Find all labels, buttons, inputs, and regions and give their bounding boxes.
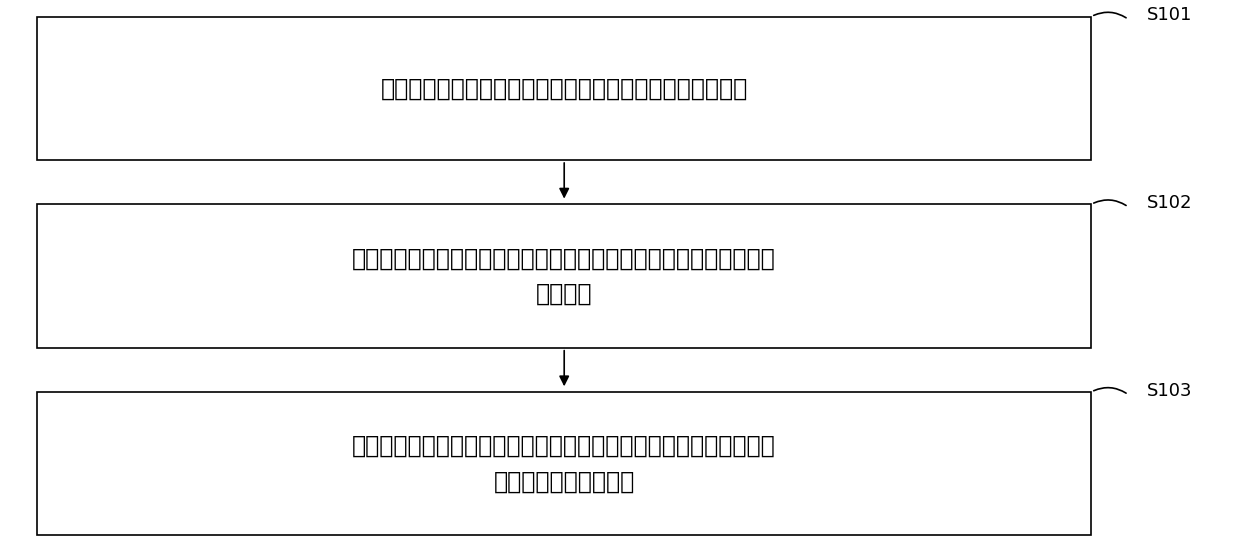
Text: 对氧化石墨烯溶液冷冻干燥制备，以得到氧化石墨烯气凝胶: 对氧化石墨烯溶液冷冻干燥制备，以得到氧化石墨烯气凝胶 [381, 76, 748, 100]
Text: S102: S102 [1147, 194, 1193, 212]
Text: S103: S103 [1147, 382, 1193, 400]
FancyBboxPatch shape [37, 392, 1091, 535]
Text: 将氧化石墨烯气凝胶底部加热还原，以得到底部部分还原的氧化石墨
烯气凝胶: 将氧化石墨烯气凝胶底部加热还原，以得到底部部分还原的氧化石墨 烯气凝胶 [352, 246, 776, 306]
Text: 对底部部分还原的氧化石墨烯气凝胶垂直方向施加压力，以得到异质
结构多孔氧化石墨烯膜: 对底部部分还原的氧化石墨烯气凝胶垂直方向施加压力，以得到异质 结构多孔氧化石墨烯… [352, 434, 776, 493]
FancyBboxPatch shape [37, 204, 1091, 348]
FancyBboxPatch shape [37, 17, 1091, 160]
Text: S101: S101 [1147, 7, 1193, 24]
